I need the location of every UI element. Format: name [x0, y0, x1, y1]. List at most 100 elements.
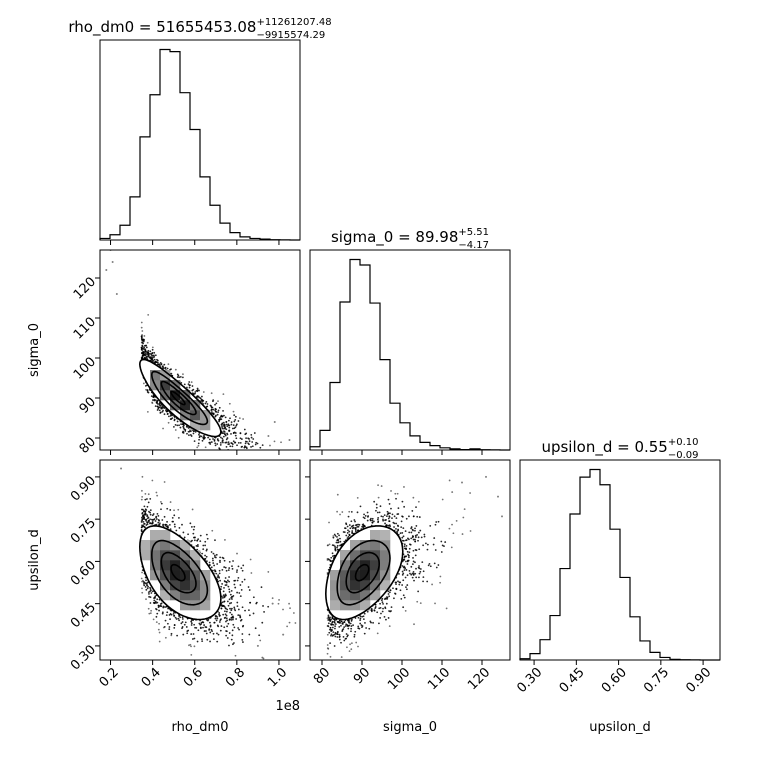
sample-point	[342, 621, 344, 624]
sample-point	[372, 520, 375, 523]
sample-point	[150, 357, 153, 360]
sample-point	[234, 586, 237, 589]
sample-point	[146, 587, 149, 590]
x-offset-label: 1e8	[275, 699, 300, 714]
sample-point	[469, 530, 472, 532]
sample-point	[233, 583, 236, 586]
sample-point	[243, 578, 246, 581]
sample-point	[144, 350, 147, 353]
sample-point	[149, 612, 152, 615]
sample-point	[250, 446, 252, 448]
density-cell	[140, 540, 151, 551]
sample-point	[146, 341, 149, 344]
sample-point	[223, 566, 226, 568]
sample-point	[382, 518, 384, 521]
sample-point	[411, 572, 414, 575]
sample-point	[251, 441, 254, 443]
sample-point	[204, 402, 207, 405]
sample-point	[327, 647, 330, 650]
sample-point	[223, 586, 225, 589]
sample-point	[419, 568, 422, 570]
sample-point	[271, 602, 274, 605]
sample-point	[423, 533, 426, 536]
sample-point	[208, 438, 211, 441]
sample-point	[228, 580, 231, 583]
sample-point	[154, 354, 157, 357]
density-cell	[350, 590, 361, 601]
sample-point	[226, 425, 229, 428]
sample-point	[149, 509, 152, 512]
sample-point	[437, 564, 440, 566]
sample-point	[234, 415, 237, 418]
sample-point	[201, 401, 204, 403]
density-cell	[170, 580, 181, 591]
sample-point	[171, 520, 174, 523]
sample-point	[255, 601, 258, 604]
sample-point	[386, 598, 389, 600]
sample-point	[242, 641, 244, 643]
sample-point	[152, 359, 155, 362]
sample-point	[336, 532, 339, 535]
sample-point	[158, 609, 160, 612]
sample-point	[156, 409, 159, 411]
sample-point	[407, 537, 409, 540]
sample-point	[148, 352, 151, 355]
sample-point	[395, 497, 397, 500]
y-tick-label: 0.75	[68, 516, 99, 547]
sample-point	[143, 584, 146, 587]
sample-point	[158, 409, 161, 412]
sample-point	[375, 509, 377, 512]
sample-point	[144, 526, 146, 529]
x-tick-label: 100	[385, 665, 413, 693]
sample-point	[341, 630, 344, 632]
density-cell	[160, 590, 171, 601]
density-contour	[336, 539, 391, 606]
sample-point	[414, 529, 416, 532]
sample-point	[166, 520, 168, 523]
sample-point	[178, 615, 180, 617]
sample-point	[237, 577, 240, 579]
sample-point	[212, 455, 214, 457]
sample-point	[415, 525, 418, 527]
sample-point	[205, 632, 208, 635]
sample-point	[254, 627, 257, 630]
sample-point	[401, 573, 404, 576]
sample-point	[329, 620, 332, 622]
density-cell	[370, 590, 381, 601]
sample-point	[311, 444, 313, 446]
sample-point	[224, 613, 227, 616]
sample-point	[213, 564, 216, 567]
sample-point	[412, 571, 415, 573]
density-contour	[160, 551, 197, 594]
sample-point	[326, 557, 329, 560]
sample-point	[354, 530, 357, 533]
sample-point	[206, 403, 209, 405]
sample-point	[338, 633, 341, 636]
sample-point	[142, 525, 144, 528]
sample-point	[328, 543, 331, 546]
sample-point	[217, 575, 220, 578]
sample-point	[420, 536, 423, 539]
sample-point	[412, 560, 415, 563]
sample-point	[432, 543, 435, 546]
sample-point	[409, 543, 411, 546]
sample-point	[363, 632, 366, 635]
sample-point	[248, 455, 250, 457]
sample-point	[282, 633, 285, 636]
density-cell	[380, 550, 391, 561]
sample-point	[212, 552, 215, 555]
sample-point	[410, 531, 413, 534]
sample-point	[385, 618, 387, 621]
density-cell	[150, 530, 161, 541]
sample-point	[158, 622, 160, 625]
sample-point	[390, 507, 392, 510]
sample-point	[247, 586, 250, 588]
sample-point	[343, 621, 346, 623]
sample-point	[214, 403, 216, 406]
sample-point	[146, 505, 149, 508]
sample-point	[336, 546, 338, 549]
sample-point	[419, 570, 422, 573]
sample-point	[365, 627, 368, 629]
sample-point	[395, 527, 397, 530]
sample-point	[397, 507, 400, 510]
